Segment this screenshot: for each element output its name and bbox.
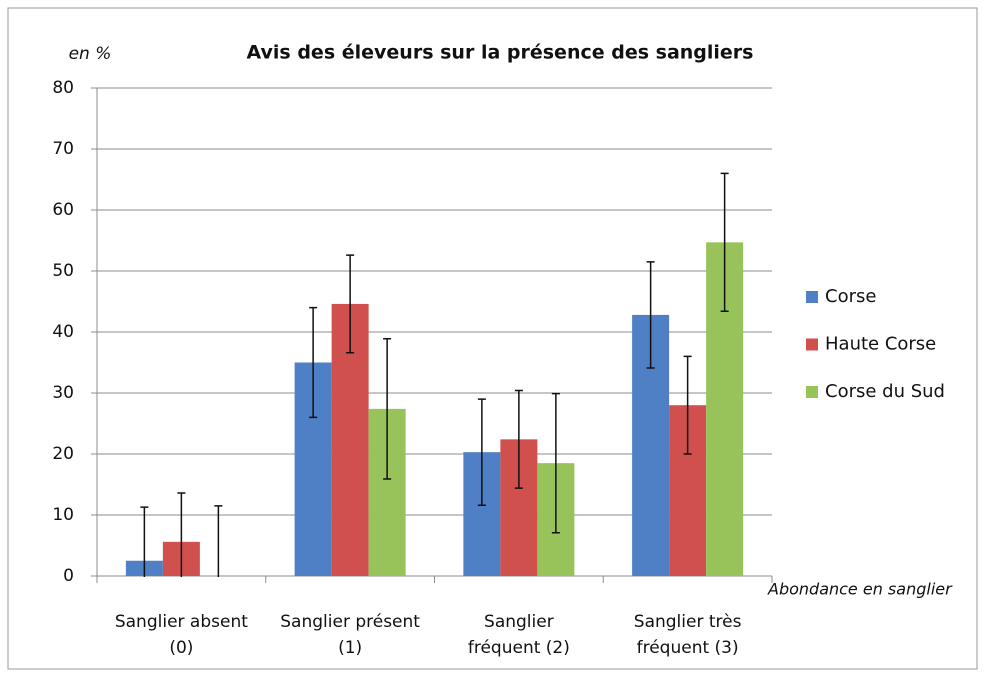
- error-bar: [140, 506, 149, 577]
- error-bar: [383, 337, 392, 480]
- legend-swatch: [806, 386, 818, 398]
- error-bar: [551, 392, 560, 534]
- chart-frame: [7, 7, 978, 670]
- error-bar: [346, 254, 355, 354]
- x-tick-label: (0): [169, 638, 193, 658]
- legend-swatch: [806, 338, 818, 351]
- error-bar: [477, 398, 486, 506]
- error-bar: [514, 389, 523, 489]
- x-tick-label: Sanglier présent: [280, 612, 420, 632]
- y-tick-label: 30: [52, 383, 74, 403]
- x-tick-label: fréquent (3): [637, 638, 739, 658]
- error-bar: [309, 306, 318, 419]
- y-tick-label: 40: [52, 322, 74, 342]
- y-tick-label: 70: [52, 139, 74, 159]
- x-tick-label: Sanglier: [484, 612, 554, 632]
- y-tick-label: 10: [52, 505, 74, 525]
- y-tick-label: 0: [63, 566, 74, 586]
- x-tick-label: (1): [338, 638, 362, 658]
- y-tick-label: 60: [52, 200, 74, 220]
- y-tick-label: 20: [52, 444, 74, 464]
- x-tick-label: Sanglier absent: [115, 612, 248, 632]
- y-axis-label: en %: [69, 44, 112, 64]
- plot-area: [125, 172, 744, 577]
- legend-label: Haute Corse: [825, 334, 936, 355]
- error-bar: [683, 355, 692, 455]
- x-axis-label: Abondance en sanglier: [767, 580, 953, 599]
- y-tick-label: 80: [52, 78, 74, 98]
- x-tick-label: fréquent (2): [468, 638, 570, 658]
- error-bar: [720, 172, 729, 313]
- error-bar: [214, 505, 223, 577]
- chart-title: Avis des éleveurs sur la présence des sa…: [246, 42, 753, 64]
- legend-label: Corse du Sud: [825, 381, 945, 402]
- x-tick-label: Sanglier très: [634, 612, 742, 632]
- error-bar: [177, 492, 186, 577]
- y-tick-label: 50: [52, 261, 74, 281]
- legend-label: Corse: [825, 286, 876, 307]
- error-bar: [646, 261, 655, 369]
- legend-swatch: [806, 291, 818, 303]
